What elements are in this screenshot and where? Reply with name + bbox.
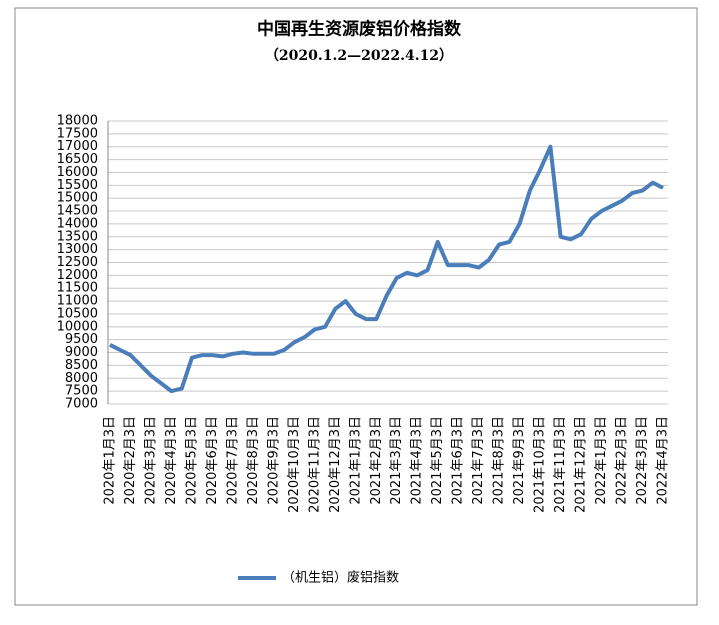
x-tick-label: 2020年1月3日	[103, 416, 118, 505]
x-tick-label: 2020年10月3日	[287, 416, 302, 513]
y-tick-label: 10500	[57, 306, 98, 321]
y-tick-label: 16500	[57, 152, 98, 167]
x-tick-label: 2021年10月3日	[533, 416, 548, 513]
x-tick-label: 2022年4月3日	[656, 416, 671, 505]
x-tick-label: 2020年11月3日	[307, 416, 322, 513]
y-tick-label: 16000	[57, 165, 98, 180]
x-tick-label: 2021年4月3日	[410, 416, 425, 505]
y-tick-label: 9000	[65, 345, 98, 360]
chart-border	[14, 7, 698, 606]
x-tick-label: 2020年5月3日	[184, 416, 199, 505]
y-tick-label: 8500	[65, 358, 98, 373]
x-tick-label: 2020年12月3日	[328, 416, 343, 513]
x-tick-label: 2021年11月3日	[553, 416, 568, 513]
y-tick-label: 18000	[57, 114, 98, 129]
y-tick-label: 9500	[65, 332, 98, 347]
x-tick-label: 2020年4月3日	[164, 416, 179, 505]
y-tick-label: 14500	[57, 204, 98, 219]
y-tick-label: 7500	[65, 384, 98, 399]
y-tick-label: 11500	[57, 281, 98, 296]
x-tick-label: 2021年12月3日	[574, 416, 589, 513]
x-tick-label: 2020年8月3日	[246, 416, 261, 505]
x-tick-label: 2021年8月3日	[492, 416, 507, 505]
x-tick-label: 2021年9月3日	[512, 416, 527, 505]
y-tick-label: 12500	[57, 255, 98, 270]
y-tick-label: 7000	[65, 397, 98, 412]
y-tick-label: 13000	[57, 242, 98, 257]
y-tick-label: 17500	[57, 126, 98, 141]
y-tick-label: 17000	[57, 139, 98, 154]
x-tick-label: 2021年6月3日	[451, 416, 466, 505]
y-tick-label: 14000	[57, 216, 98, 231]
chart-title: 中国再生资源废铝价格指数	[257, 19, 462, 40]
x-tick-label: 2020年3月3日	[143, 416, 158, 505]
y-tick-label: 15000	[57, 191, 98, 206]
x-tick-label: 2020年6月3日	[205, 416, 220, 505]
x-tick-label: 2022年2月3日	[615, 416, 630, 505]
x-tick-label: 2021年3月3日	[389, 416, 404, 505]
y-tick-label: 12000	[57, 268, 98, 283]
x-tick-label: 2020年7月3日	[225, 416, 240, 505]
x-tick-label: 2022年1月3日	[594, 416, 609, 505]
x-tick-label: 2021年1月3日	[348, 416, 363, 505]
x-tick-label: 2021年7月3日	[471, 416, 486, 505]
y-tick-label: 11000	[57, 294, 98, 309]
y-tick-label: 13500	[57, 229, 98, 244]
y-tick-label: 10000	[57, 319, 98, 334]
legend-label: （机生铝）废铝指数	[282, 570, 399, 586]
x-tick-label: 2021年5月3日	[430, 416, 445, 505]
x-tick-label: 2020年9月3日	[266, 416, 281, 505]
x-tick-label: 2022年3月3日	[635, 416, 650, 505]
data-line	[109, 144, 664, 394]
y-tick-label: 8000	[65, 371, 98, 386]
chart-subtitle: （2020.1.2—2022.4.12）	[265, 48, 453, 64]
x-tick-label: 2020年2月3日	[123, 416, 138, 505]
y-tick-label: 15500	[57, 178, 98, 193]
x-tick-label: 2021年2月3日	[369, 416, 384, 505]
